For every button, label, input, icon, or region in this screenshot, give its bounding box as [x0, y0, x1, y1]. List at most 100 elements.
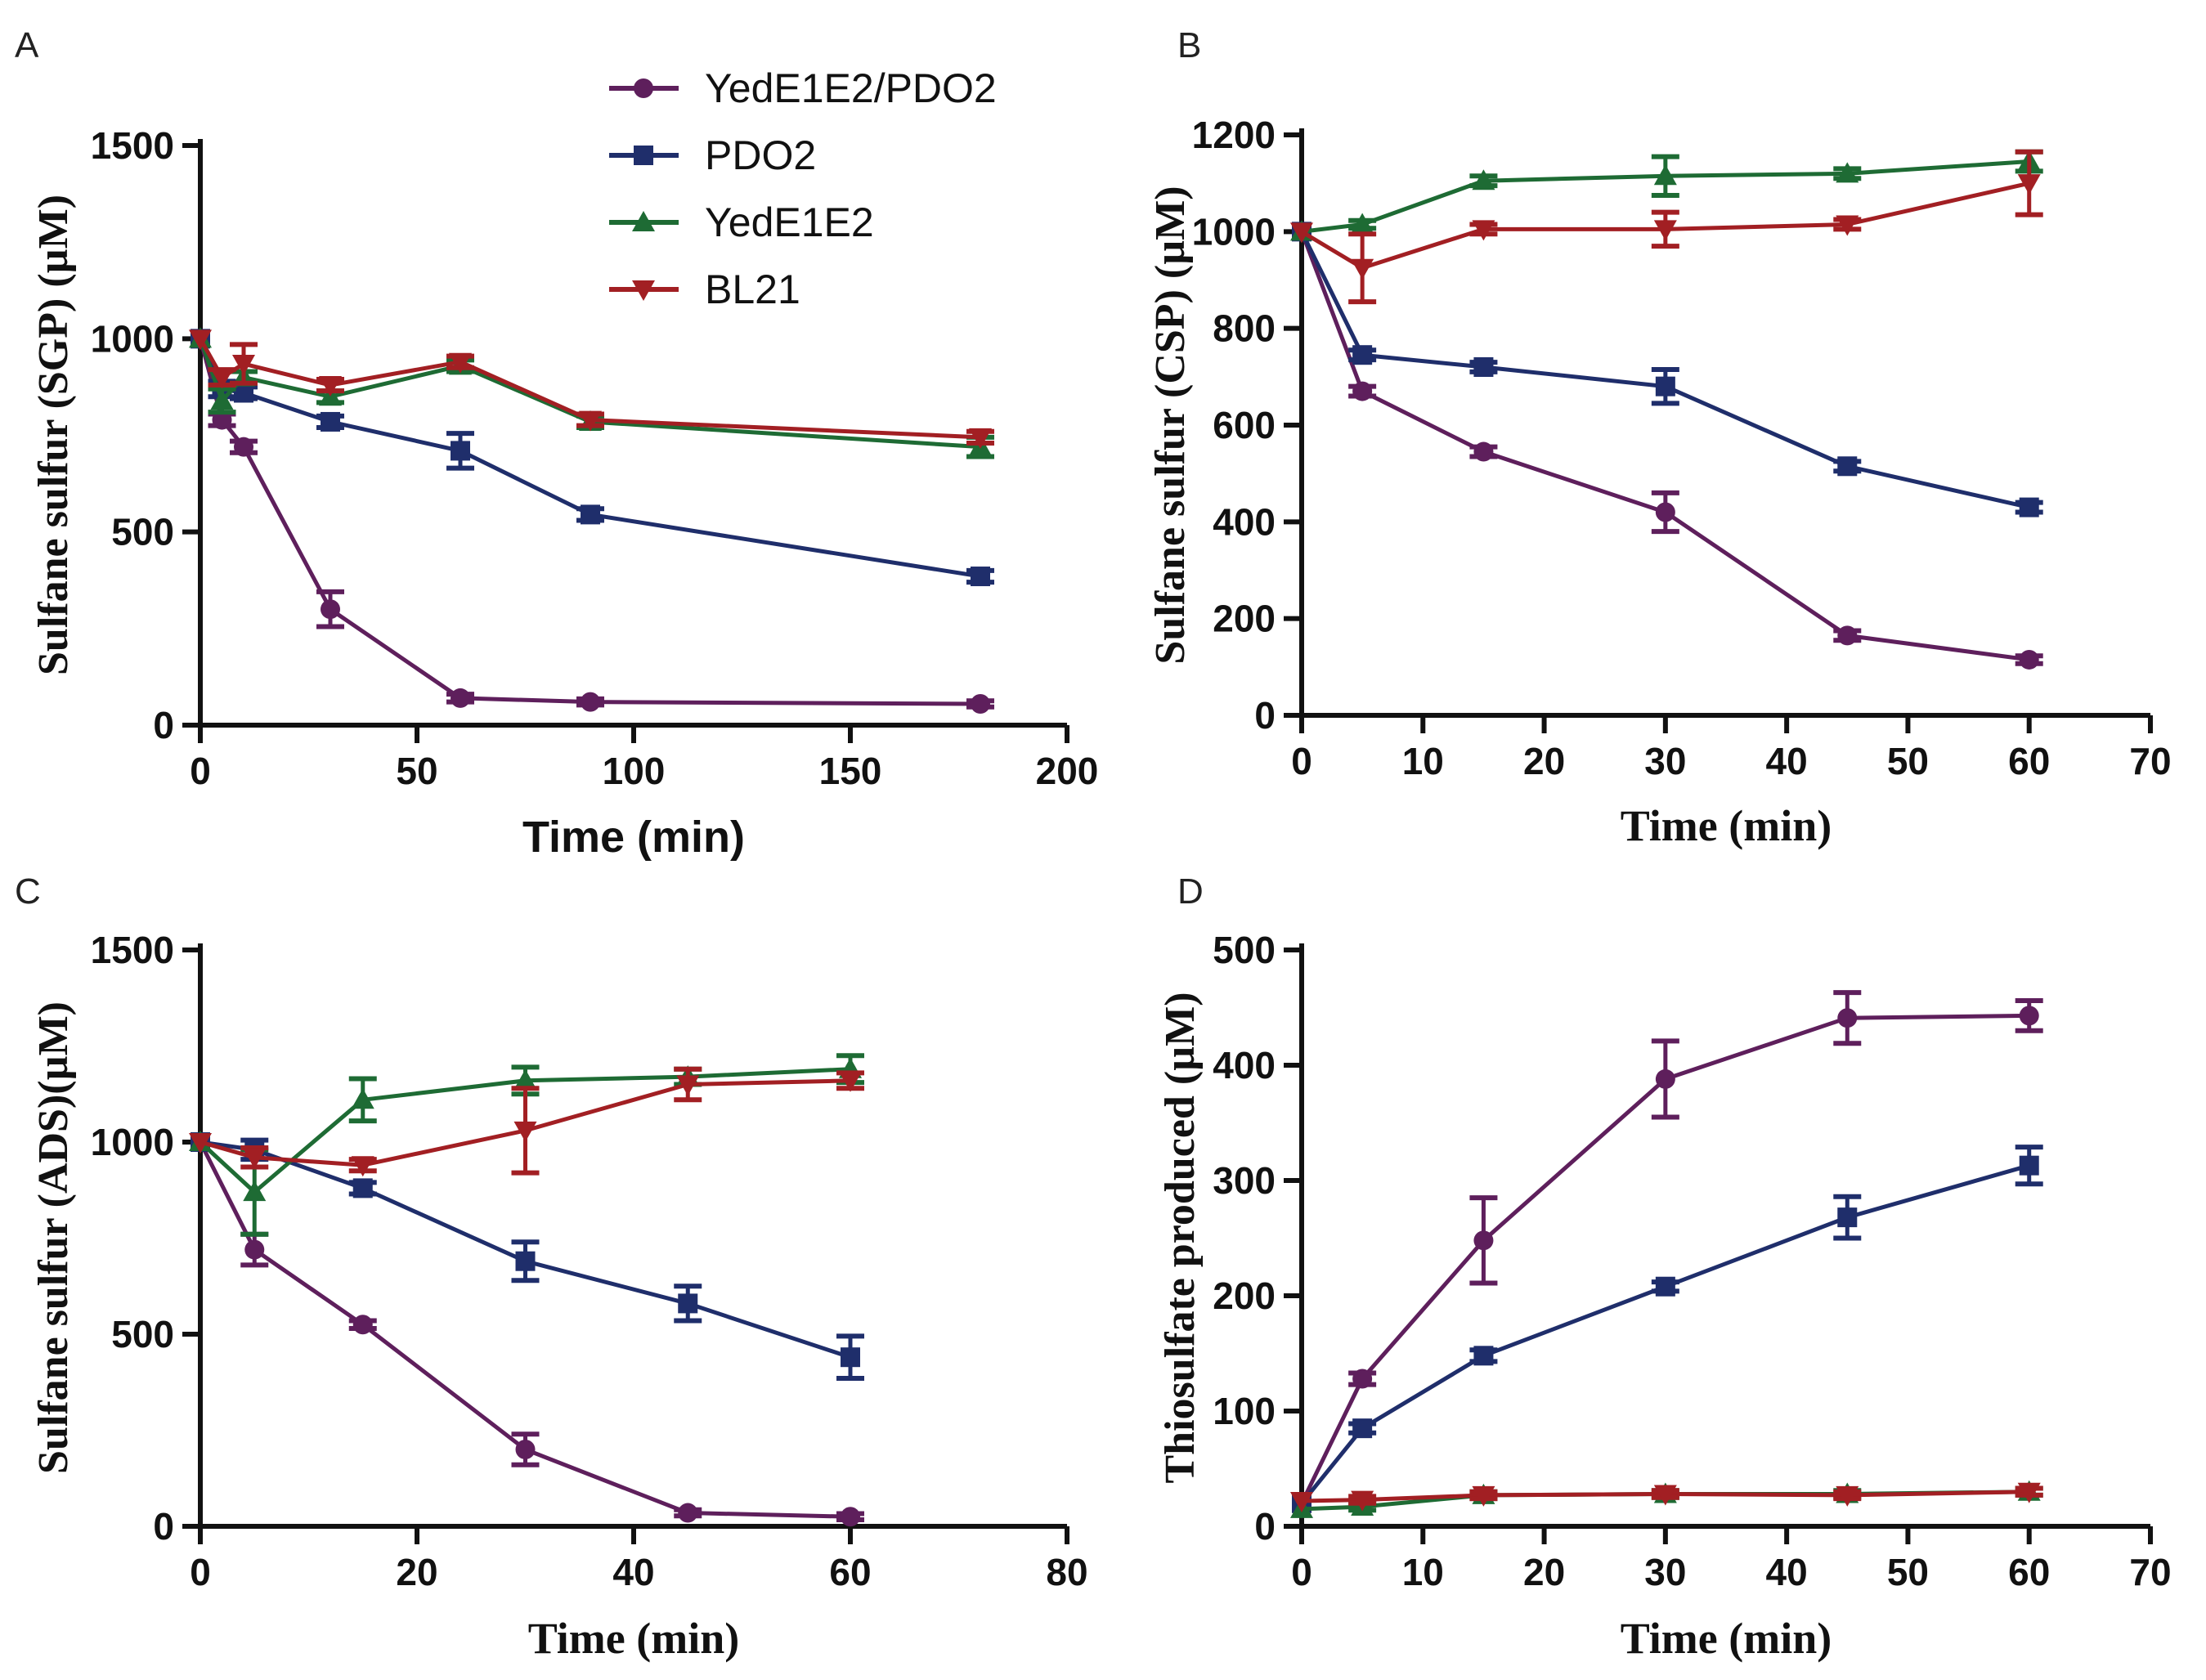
panel-letter: D	[1177, 871, 1204, 912]
data-point	[351, 1088, 374, 1109]
data-point	[515, 1251, 536, 1271]
y-tick-label: 1500	[91, 929, 174, 971]
data-point	[244, 1239, 265, 1260]
y-tick-label: 400	[1213, 500, 1276, 543]
data-point	[319, 376, 342, 397]
series-bl21	[189, 1066, 864, 1177]
data-point	[1836, 215, 1859, 236]
x-tick-label: 30	[1644, 1551, 1686, 1593]
data-point	[2017, 1482, 2041, 1503]
data-point	[2019, 1006, 2039, 1026]
y-tick-label: 0	[153, 704, 174, 746]
x-tick-label: 70	[2129, 740, 2171, 782]
data-point	[210, 388, 234, 410]
data-point	[321, 411, 340, 432]
x-tick-label: 20	[396, 1551, 437, 1593]
data-point	[1655, 1276, 1675, 1297]
data-point	[515, 1440, 536, 1459]
x-tick-label: 20	[1523, 740, 1565, 782]
x-tick-label: 80	[1046, 1551, 1087, 1593]
y-tick-label: 200	[1213, 1275, 1276, 1317]
data-point	[449, 352, 472, 374]
data-point	[839, 1071, 862, 1092]
y-axis-label: Sulfane sulfur (ADS)(µM)	[30, 1001, 77, 1474]
data-point	[212, 410, 232, 430]
data-point	[1352, 381, 1373, 401]
data-point	[1837, 1207, 1858, 1228]
data-point	[678, 1293, 698, 1314]
series-bl21	[1290, 1482, 2043, 1512]
panel-A: A 0 500 1000 1500 0 50 100 150 200 Time (min) Sulfa…	[15, 25, 1098, 862]
series-pdo2	[191, 329, 994, 587]
data-point	[1352, 345, 1373, 365]
data-point	[1351, 213, 1374, 234]
x-tick-label: 60	[2008, 1551, 2050, 1593]
data-point	[678, 1503, 698, 1523]
legend-marker	[632, 211, 655, 231]
y-axis-label: Thiosulfate produced (µM)	[1157, 992, 1204, 1483]
data-point	[2019, 1155, 2039, 1176]
data-point	[321, 599, 340, 620]
series-line	[198, 338, 981, 579]
series-line	[1299, 231, 2030, 662]
x-tick-label: 0	[190, 1551, 211, 1593]
x-tick-label: 200	[1036, 750, 1099, 792]
x-tick-label: 40	[1766, 1551, 1808, 1593]
data-point	[969, 428, 992, 449]
x-axis-label: Time (min)	[528, 1614, 739, 1663]
y-tick-label: 500	[111, 1313, 174, 1355]
series-bl21	[189, 329, 994, 449]
x-tick-label: 30	[1644, 740, 1686, 782]
data-point	[352, 1315, 373, 1335]
y-tick-label: 100	[1213, 1390, 1276, 1432]
data-point	[1351, 258, 1374, 280]
x-tick-label: 0	[1291, 740, 1312, 782]
data-point	[971, 694, 990, 715]
data-point	[676, 1075, 700, 1096]
y-tick-label: 300	[1213, 1159, 1276, 1202]
x-tick-label: 50	[1887, 740, 1929, 782]
legend-label: YedE1E2	[705, 199, 874, 245]
data-point	[971, 567, 990, 587]
legend-label: PDO2	[705, 132, 816, 178]
data-point	[1836, 1485, 1859, 1507]
data-point	[1472, 1485, 1495, 1507]
y-tick-label: 1500	[91, 124, 174, 167]
panel-B: B 0 200 400 600 800 1000 1200 0 10 20 30 40 50 60 70 Tim…	[1147, 25, 2172, 850]
data-point	[841, 1347, 860, 1368]
y-tick-label: 600	[1213, 404, 1276, 446]
data-point	[1655, 502, 1675, 522]
panel-letter: A	[15, 25, 39, 65]
data-point	[1655, 1068, 1675, 1089]
panel-letter: B	[1177, 25, 1201, 65]
data-point	[243, 1148, 267, 1169]
data-point	[243, 1180, 267, 1202]
legend: YedE1E2/PDO2 PDO2 YedE1E2 BL21	[609, 65, 997, 312]
series-yede1e2_pdo2	[1292, 222, 2043, 670]
panel-D: D 0 100 200 300 400 500 0 10 20 30 40 50 60 70 Time (mi…	[1157, 871, 2172, 1663]
y-axis-label: Sulfane sulfur (CSP) (µM)	[1147, 186, 1194, 664]
data-point	[1653, 220, 1677, 241]
data-point	[1290, 222, 1313, 244]
series-line	[1301, 159, 2029, 234]
series-yede1e2	[189, 327, 994, 459]
y-tick-label: 0	[1254, 1505, 1276, 1548]
x-axis-label: Time (min)	[1621, 1614, 1832, 1663]
series-line	[1300, 181, 2030, 271]
x-tick-label: 50	[396, 750, 437, 792]
series-line	[200, 1078, 851, 1167]
x-tick-label: 20	[1523, 1551, 1565, 1593]
x-tick-label: 100	[603, 750, 666, 792]
data-point	[581, 504, 600, 525]
data-point	[513, 1121, 537, 1142]
x-tick-label: 50	[1887, 1551, 1929, 1593]
x-tick-label: 60	[2008, 740, 2050, 782]
y-tick-label: 400	[1213, 1044, 1276, 1086]
data-point	[1837, 456, 1858, 477]
data-point	[1473, 441, 1494, 462]
data-point	[1352, 1369, 1373, 1389]
data-point	[1472, 169, 1495, 190]
y-tick-label: 1000	[91, 1121, 174, 1163]
data-point	[234, 437, 253, 457]
